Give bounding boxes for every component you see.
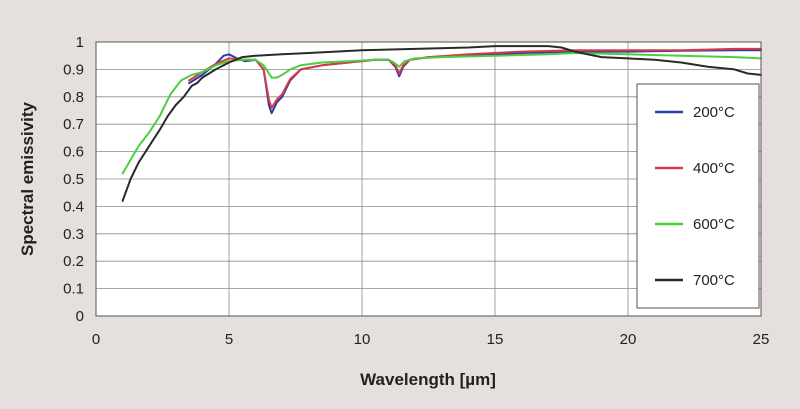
y-tick-label: 0.3 (63, 226, 84, 243)
legend-label: 700°C (693, 272, 735, 289)
x-tick-label: 5 (225, 331, 233, 348)
x-tick-label: 20 (620, 331, 637, 348)
y-tick-label: 0.9 (63, 61, 84, 78)
legend-label: 200°C (693, 104, 735, 121)
series-line (121, 52, 762, 175)
x-tick-label: 15 (487, 331, 504, 348)
legend-label: 600°C (693, 216, 735, 233)
y-tick-label: 0 (76, 308, 84, 325)
y-tick-label: 0.1 (63, 281, 84, 298)
x-tick-labels: 0 5 10 15 20 25 (92, 331, 770, 348)
legend-label: 400°C (693, 160, 735, 177)
x-tick-label: 10 (354, 331, 371, 348)
y-tick-label: 0.7 (63, 116, 84, 133)
y-tick-label: 0.8 (63, 89, 84, 106)
y-tick-label: 1 (76, 34, 84, 51)
y-tick-label: 0.2 (63, 253, 84, 270)
x-tick-label: 0 (92, 331, 100, 348)
x-tick-label: 25 (753, 331, 770, 348)
legend-box (636, 83, 760, 309)
y-tick-label: 0.6 (63, 144, 84, 161)
series-line (121, 45, 762, 202)
y-tick-label: 0.5 (63, 171, 84, 188)
y-axis-label: Spectral emissivity (18, 101, 37, 256)
y-tick-label: 0.4 (63, 198, 84, 215)
legend: 200°C 400°C 600°C 700°C (636, 83, 760, 309)
series-lines (121, 45, 762, 202)
plot-frame (95, 41, 762, 317)
y-tick-labels: 0 0.1 0.2 0.3 0.4 0.5 0.6 0.7 0.8 0.9 1 (63, 34, 84, 325)
x-axis-label: Wavelength [µm] (360, 370, 496, 389)
